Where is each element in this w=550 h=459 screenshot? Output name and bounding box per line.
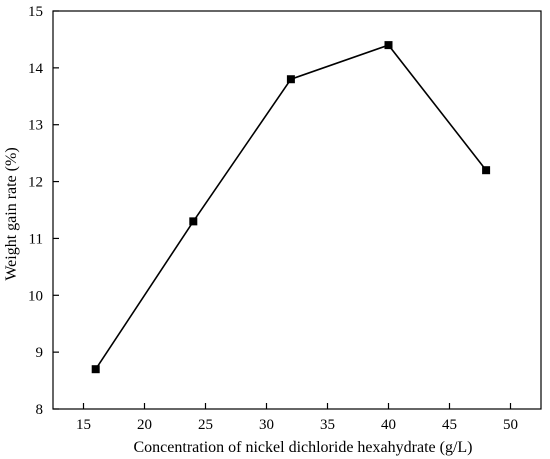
data-point-marker: [286, 75, 295, 84]
x-tick-label: 20: [137, 417, 152, 433]
data-point-marker: [482, 166, 491, 175]
y-tick-label: 12: [28, 175, 43, 191]
data-point-marker: [91, 365, 100, 374]
y-tick-label: 13: [28, 118, 43, 134]
y-tick-label: 9: [36, 345, 44, 361]
plot-frame: [52, 10, 542, 410]
y-tick-label: 8: [36, 402, 44, 418]
x-tick-label: 25: [198, 417, 213, 433]
x-tick-label: 15: [76, 417, 91, 433]
y-tick-label: 15: [28, 4, 43, 20]
series-line: [95, 44, 487, 370]
x-tick-label: 40: [381, 417, 396, 433]
x-tick-label: 35: [320, 417, 335, 433]
y-tick-label: 11: [29, 231, 43, 247]
x-axis-title: Concentration of nickel dichloride hexah…: [134, 439, 473, 456]
data-point-marker: [384, 41, 393, 50]
y-tick-label: 10: [28, 288, 43, 304]
data-point-marker: [189, 217, 198, 226]
x-tick-label: 50: [503, 417, 518, 433]
x-tick-label: 45: [442, 417, 457, 433]
x-tick-label: 30: [259, 417, 274, 433]
y-tick-label: 14: [28, 61, 44, 77]
y-axis-title: Weight gain rate (%): [3, 147, 20, 280]
